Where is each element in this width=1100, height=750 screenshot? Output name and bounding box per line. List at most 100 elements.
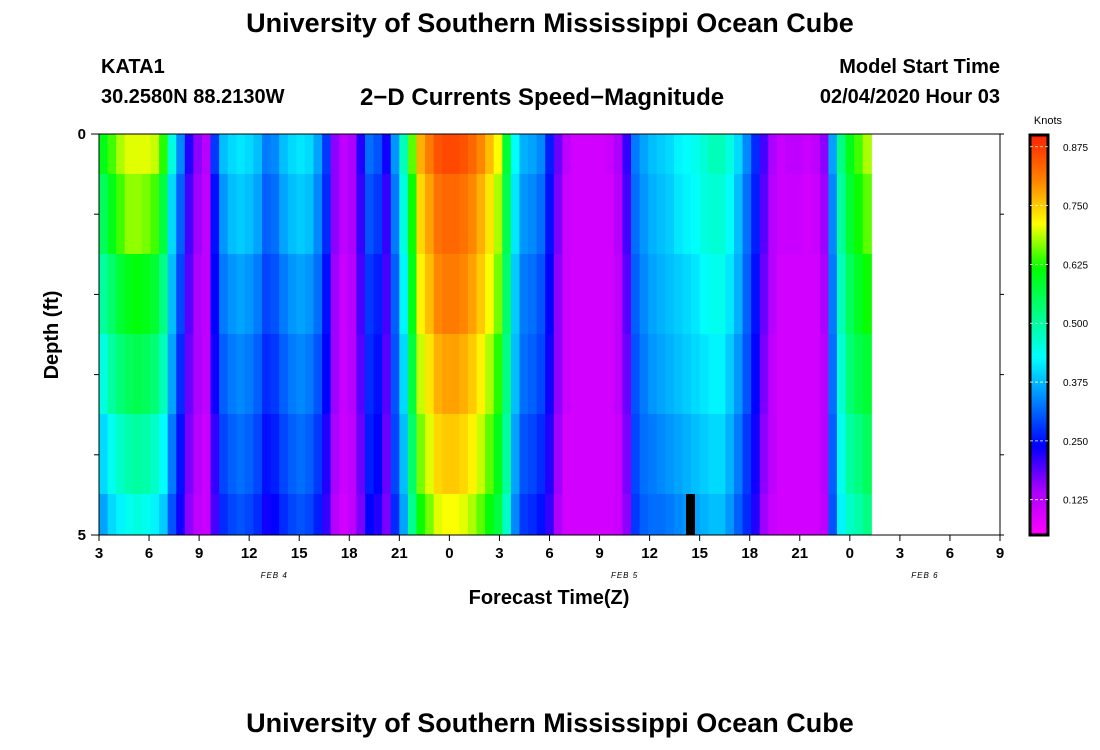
heatmap-cell xyxy=(588,494,598,535)
heatmap-cell xyxy=(339,254,349,334)
heatmap-cell xyxy=(287,494,297,535)
heatmap-cell xyxy=(776,174,787,254)
heatmap-cell xyxy=(304,254,315,334)
heatmap-cell xyxy=(382,174,392,254)
heatmap-cell xyxy=(485,494,495,535)
heatmap-cell xyxy=(210,334,220,414)
heatmap-cell xyxy=(236,494,246,535)
heatmap-cell xyxy=(794,494,804,535)
heatmap-cell xyxy=(476,254,486,334)
heatmap-cell xyxy=(579,134,589,174)
heatmap-cell xyxy=(639,334,649,414)
heatmap-cell xyxy=(227,134,237,174)
heatmap-cell xyxy=(656,254,666,334)
heatmap-cell xyxy=(270,494,280,535)
heatmap-cell xyxy=(631,494,641,535)
heatmap-cell xyxy=(141,414,152,494)
heatmap-cell xyxy=(176,134,186,174)
heatmap-cell xyxy=(347,334,358,414)
heatmap-cell xyxy=(253,494,263,535)
heatmap-cell xyxy=(751,494,761,535)
heatmap-cell xyxy=(708,494,718,535)
heatmap-cell xyxy=(562,174,572,254)
heatmap-cell xyxy=(682,134,692,174)
heatmap-cell xyxy=(699,414,709,494)
heatmap-cell xyxy=(845,334,855,414)
heatmap-cell xyxy=(201,494,212,535)
heatmap-cell xyxy=(99,334,109,414)
heatmap-cell xyxy=(133,134,143,174)
heatmap-cell xyxy=(270,414,280,494)
heatmap-cell xyxy=(107,174,117,254)
y-axis-label: Depth (ft) xyxy=(41,291,63,380)
heatmap-cell xyxy=(716,174,727,254)
heatmap-cell xyxy=(708,334,718,414)
heatmap-cell xyxy=(253,254,263,334)
heatmap-cell xyxy=(99,414,109,494)
heatmap-cell xyxy=(751,334,761,414)
heatmap-cell xyxy=(296,494,306,535)
heatmap-cell xyxy=(296,334,306,414)
heatmap-cell xyxy=(399,254,409,334)
heatmap-cell xyxy=(733,174,744,254)
heatmap-cell xyxy=(553,334,563,414)
heatmap-cell xyxy=(579,174,589,254)
heatmap-cell xyxy=(665,254,675,334)
heatmap-cell xyxy=(416,414,426,494)
heatmap-cell xyxy=(656,334,666,414)
heatmap-cell xyxy=(253,414,263,494)
heatmap-cell xyxy=(107,134,117,174)
heatmap-cell xyxy=(510,334,521,414)
heatmap-cell xyxy=(150,414,160,494)
x-tick-label: 3 xyxy=(495,545,503,562)
heatmap-cell xyxy=(553,494,563,535)
heatmap-cell xyxy=(811,134,821,174)
heatmap-cell xyxy=(167,334,177,414)
heatmap-cell xyxy=(390,494,400,535)
heatmap-cell xyxy=(244,174,255,254)
heatmap-cell xyxy=(210,134,220,174)
heatmap-cell xyxy=(450,414,460,494)
heatmap-cell xyxy=(639,174,649,254)
heatmap-cell xyxy=(485,134,495,174)
heatmap-cell xyxy=(570,414,581,494)
heatmap-cell xyxy=(665,134,675,174)
heatmap-cell xyxy=(201,254,212,334)
heatmap-cell xyxy=(759,494,769,535)
heatmap-cell xyxy=(733,494,744,535)
heatmap-cell xyxy=(682,334,692,414)
x-tick-label: 6 xyxy=(946,545,954,562)
y-tick-label: 5 xyxy=(78,527,86,544)
heatmap-cell xyxy=(201,174,212,254)
heatmap-cell xyxy=(836,334,847,414)
heatmap-cell xyxy=(433,494,443,535)
heatmap-cell xyxy=(493,254,503,334)
x-tick-label: 6 xyxy=(145,545,153,562)
heatmap-cell xyxy=(862,174,872,254)
heatmap-cell xyxy=(733,254,744,334)
heatmap-cell xyxy=(485,414,495,494)
heatmap-cell xyxy=(270,334,280,414)
heatmap-cell xyxy=(596,494,606,535)
heatmap-cell xyxy=(691,334,701,414)
heatmap-cell xyxy=(141,254,152,334)
x-tick-label: 21 xyxy=(791,545,808,562)
heatmap-cell xyxy=(759,414,769,494)
heatmap-cell xyxy=(733,134,744,174)
heatmap-cell xyxy=(279,494,289,535)
heatmap-cell xyxy=(751,414,761,494)
heatmap-cell xyxy=(605,254,615,334)
heatmap-cell xyxy=(562,334,572,414)
heatmap-cell xyxy=(802,134,812,174)
heatmap-cell xyxy=(407,174,418,254)
heatmap-cell xyxy=(570,254,581,334)
heatmap-cell xyxy=(141,134,152,174)
heatmap-cell xyxy=(373,414,383,494)
heatmap-cell xyxy=(159,134,169,174)
heatmap-cell xyxy=(768,494,778,535)
heatmap-cells xyxy=(99,134,872,535)
heatmap-cell xyxy=(613,334,624,414)
heatmap-cell xyxy=(262,414,272,494)
heatmap-cell xyxy=(579,494,589,535)
heatmap-cell xyxy=(442,174,452,254)
